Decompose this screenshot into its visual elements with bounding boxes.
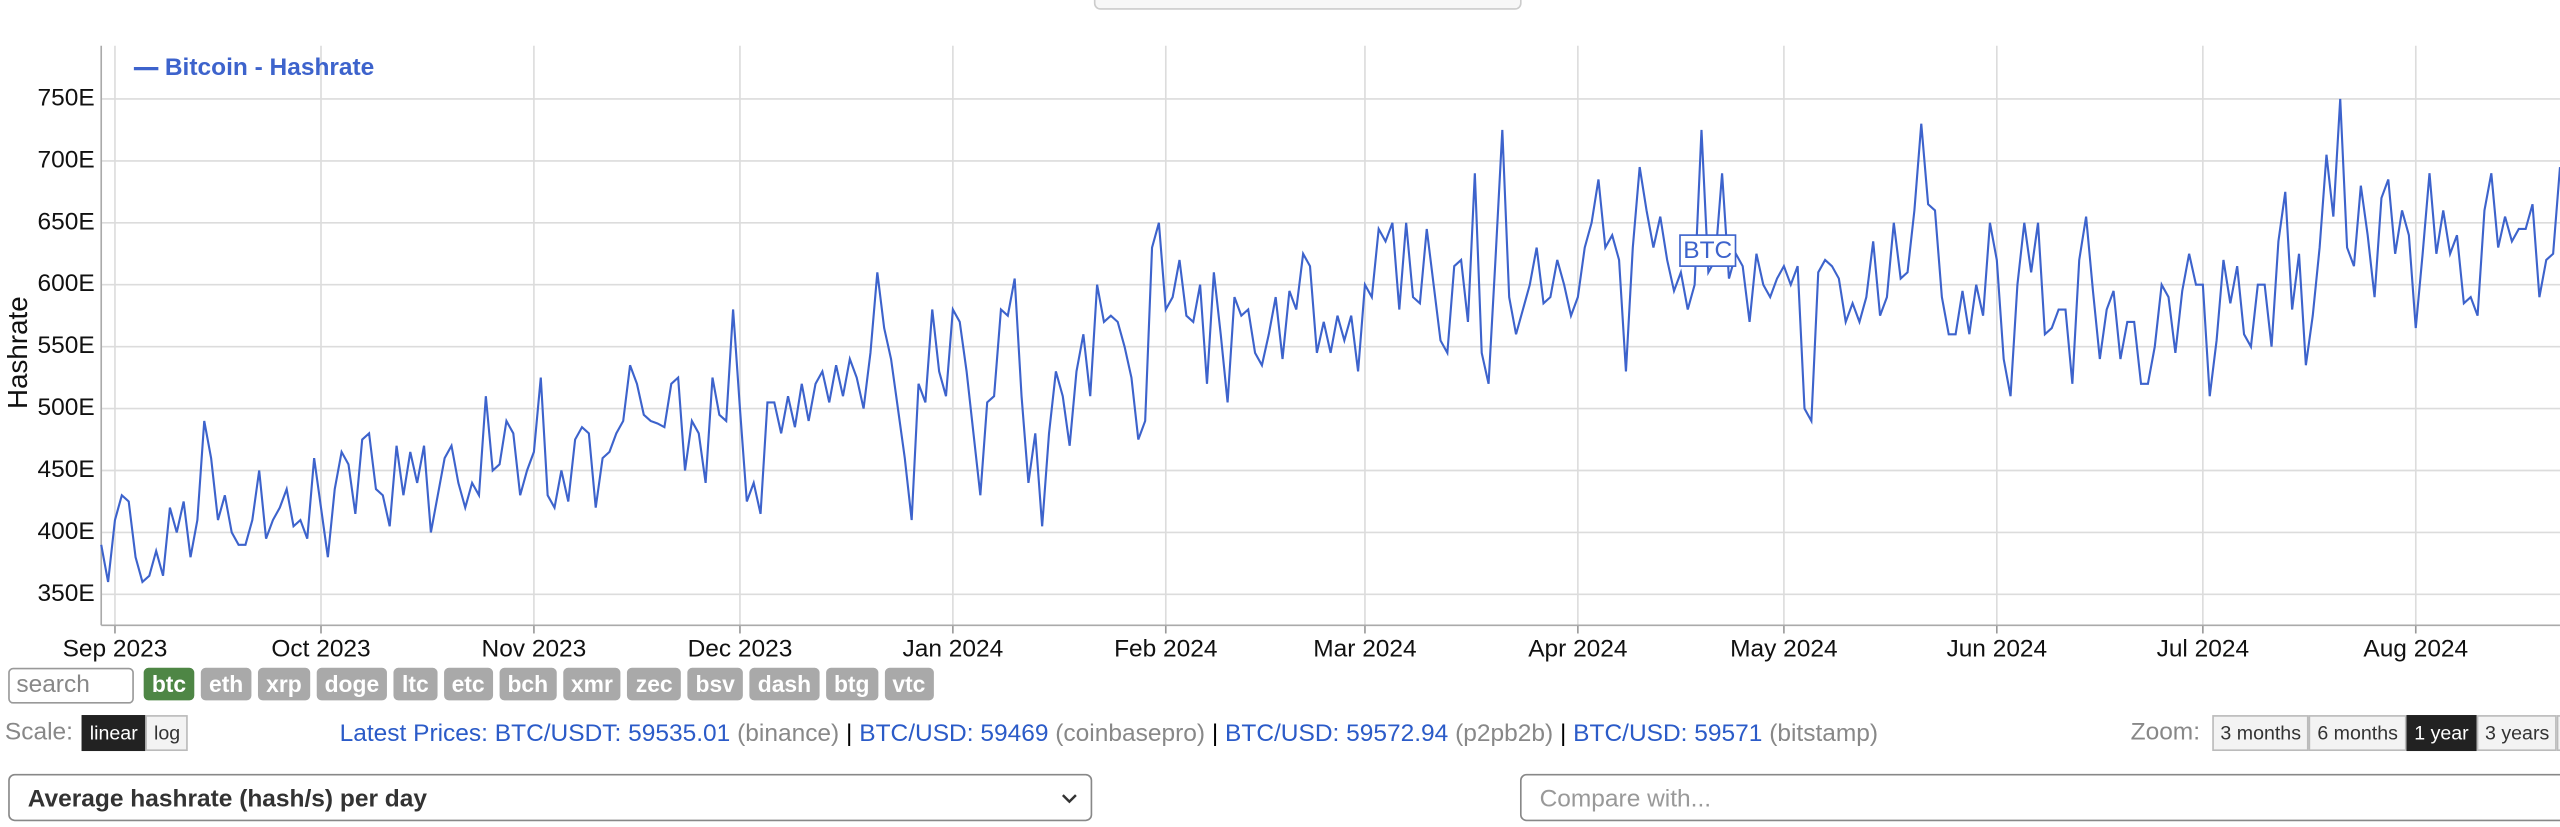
- price-value: 59469: [980, 719, 1049, 748]
- x-tick-label: Jun 2024: [1946, 635, 2047, 662]
- y-tick-label: 350E: [38, 580, 95, 607]
- price-exchange: (p2pb2b): [1455, 719, 1554, 748]
- coin-button[interactable]: ltc: [393, 667, 437, 701]
- price-pair: BTC/USD:: [1225, 719, 1340, 748]
- x-tick-label: Sep 2023: [63, 635, 168, 662]
- x-tick-label: May 2024: [1730, 635, 1837, 662]
- price-pair: BTC/USD:: [1573, 719, 1688, 748]
- x-tick-label: Dec 2023: [688, 635, 793, 662]
- scale-button[interactable]: log: [145, 715, 189, 752]
- zoom-button[interactable]: 6 months: [2309, 715, 2407, 752]
- y-axis-label: Hashrate: [2, 296, 33, 409]
- coin-button[interactable]: dash: [749, 667, 820, 701]
- separator: |: [1559, 719, 1567, 748]
- search-input[interactable]: search: [8, 667, 134, 704]
- price-value: 59572.94: [1346, 719, 1449, 748]
- coin-list: btc eth xrp doge ltc etc bch xmr zec bsv dash btg vt…: [143, 667, 940, 701]
- coin-button[interactable]: doge: [316, 667, 388, 701]
- coin-button[interactable]: zec: [627, 667, 681, 701]
- coin-button[interactable]: bch: [499, 667, 557, 701]
- x-tick-label: Jul 2024: [2157, 635, 2250, 662]
- y-tick-label: 400E: [38, 518, 95, 545]
- x-tick-label: Oct 2023: [271, 635, 370, 662]
- zoom-button[interactable]: all: [2557, 715, 2560, 752]
- y-tick-label: 500E: [38, 394, 95, 421]
- price-exchange: (coinbasepro): [1055, 719, 1206, 748]
- separator: |: [1211, 719, 1219, 748]
- x-tick-label: Jan 2024: [903, 635, 1004, 662]
- x-tick-label: Aug 2024: [2363, 635, 2468, 662]
- y-tick-label: 750E: [38, 84, 95, 111]
- x-tick-label: Feb 2024: [1114, 635, 1217, 662]
- coin-button[interactable]: etc: [443, 667, 493, 701]
- y-tick-label: 450E: [38, 456, 95, 483]
- chevron: [1061, 794, 1077, 804]
- scale-options: linear log: [81, 715, 189, 752]
- coin-button[interactable]: eth: [200, 667, 252, 701]
- latest-prices: Latest Prices: BTC/USDT: 59535.01 (binan…: [340, 720, 1878, 748]
- annotation: BTC: [1683, 237, 1732, 264]
- x-tick-label: Apr 2024: [1528, 635, 1627, 662]
- coin-button[interactable]: bsv: [687, 667, 744, 701]
- metric-select[interactable]: Average hashrate (hash/s) per day: [8, 773, 1093, 822]
- coin-button[interactable]: vtc: [884, 667, 934, 701]
- coin-button[interactable]: btg: [825, 667, 878, 701]
- price-pair: BTC/USD:: [859, 719, 974, 748]
- coin-button[interactable]: btc: [143, 667, 195, 701]
- price-exchange: (bitstamp): [1769, 719, 1879, 748]
- zoom-button[interactable]: 3 years: [2476, 715, 2558, 752]
- scale-label: Scale:: [4, 718, 73, 747]
- toolbar[interactable]: [1093, 0, 1522, 10]
- y-tick-label: 700E: [38, 146, 95, 173]
- price-value: 59571: [1694, 719, 1763, 748]
- separator: |: [846, 719, 853, 748]
- zoom-label: Zoom:: [2130, 718, 2201, 747]
- coin-button[interactable]: xrp: [257, 667, 310, 701]
- scale-button[interactable]: linear: [81, 715, 146, 752]
- annotation-box: [1679, 234, 1737, 267]
- price-pair: BTC/USDT:: [494, 719, 622, 748]
- x-tick-label: Nov 2023: [482, 635, 587, 662]
- price-value: 59535.01: [628, 719, 731, 748]
- y-tick-label: 550E: [38, 332, 95, 359]
- metric-select-text: Average hashrate (hash/s) per day: [27, 785, 428, 814]
- y-tick-label: 650E: [38, 208, 95, 235]
- price-exchange: (binance): [737, 719, 840, 748]
- prices-label: Latest Prices:: [339, 719, 488, 748]
- x-tick-label: Mar 2024: [1313, 635, 1416, 662]
- data-line: [100, 98, 2560, 584]
- zoom-button[interactable]: 3 months: [2212, 715, 2310, 752]
- zoom-button[interactable]: 1 year: [2406, 715, 2477, 752]
- y-tick-label: 600E: [38, 270, 95, 297]
- legend-label: Bitcoin - Hashrate: [165, 54, 374, 81]
- coin-button[interactable]: xmr: [562, 667, 622, 701]
- compare-input[interactable]: Compare with...: [1519, 773, 2560, 822]
- chart: Hashrate 350E 400E 450E 500E 550E 600E 650E 700…: [2, 45, 2560, 662]
